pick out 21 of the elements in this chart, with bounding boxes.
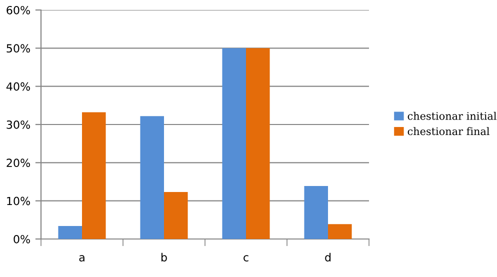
- bar: [304, 186, 328, 239]
- x-tick-label: d: [325, 252, 331, 262]
- x-tick-label: b: [161, 252, 167, 262]
- x-tick-label: c: [244, 255, 248, 262]
- bar: [140, 116, 164, 239]
- bar: [164, 192, 188, 239]
- x-tick-label: a: [79, 255, 84, 262]
- y-tick-label: 40%: [6, 82, 30, 91]
- y-tick-label: 20%: [6, 158, 30, 168]
- bar: [82, 112, 106, 239]
- bar: [328, 224, 352, 239]
- y-tick-label: 30%: [6, 120, 30, 129]
- y-tick-label: 10%: [7, 196, 30, 206]
- legend-label: chestionar initial: [408, 112, 496, 120]
- bar: [58, 226, 82, 239]
- y-tick-label: 60%: [6, 6, 30, 14]
- y-tick-label: 50%: [6, 44, 30, 53]
- bar: [246, 48, 270, 239]
- legend-label: chestionar final: [408, 127, 490, 136]
- bar: [222, 48, 246, 239]
- y-tick-label: 0%: [14, 234, 30, 244]
